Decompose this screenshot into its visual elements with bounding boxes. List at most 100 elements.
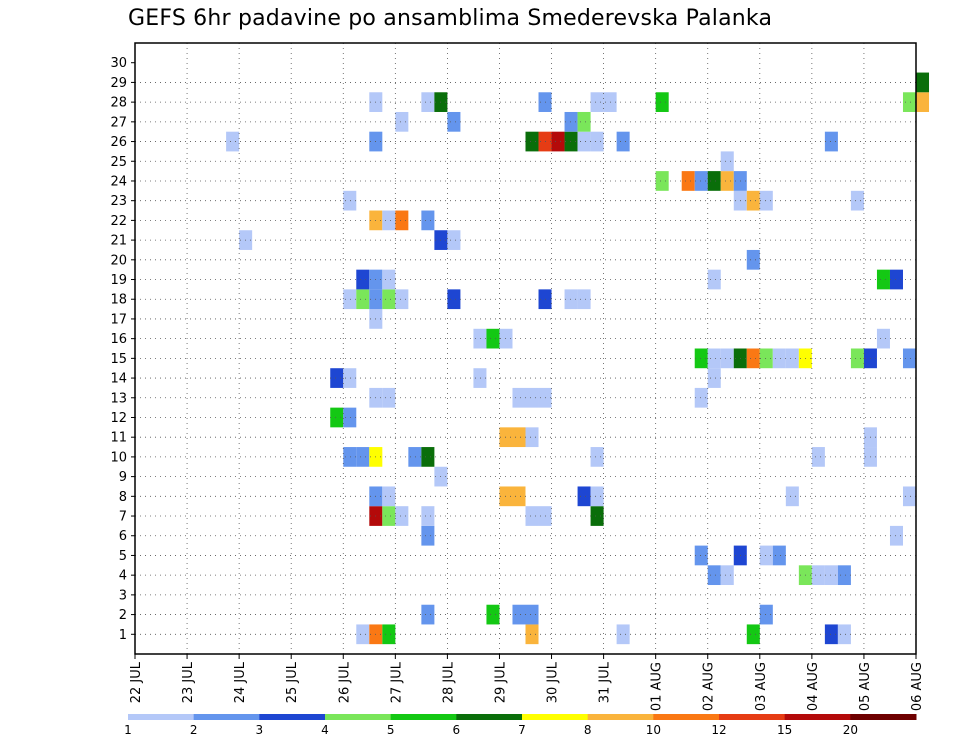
heatmap-cell [824, 624, 838, 645]
y-tick-label: 26 [110, 135, 127, 150]
heatmap-cell [694, 348, 708, 369]
y-tick-label: 19 [110, 273, 127, 288]
heatmap-cell [343, 190, 357, 211]
y-tick-label: 5 [119, 549, 127, 564]
y-tick-label: 16 [110, 332, 127, 347]
x-tick-label: 03 AUG [754, 662, 769, 711]
y-tick-label: 3 [119, 588, 127, 603]
heatmap-cell [746, 348, 760, 369]
heatmap-cell [590, 447, 604, 467]
heatmap-cell [616, 131, 630, 152]
heatmap-cell [720, 348, 734, 369]
heatmap-cell [447, 230, 461, 250]
heatmap-cell [356, 289, 370, 310]
heatmap-cell [486, 328, 500, 349]
colorbar-label: 6 [453, 723, 461, 737]
y-tick-label: 17 [110, 312, 127, 327]
y-tick-label: 14 [110, 372, 127, 387]
heatmap-cell [525, 131, 539, 152]
x-tick-label: 23 JUL [181, 661, 196, 703]
heatmap-cell [382, 506, 396, 526]
y-tick-label: 6 [119, 529, 127, 544]
x-tick-label: 29 JUL [493, 661, 508, 703]
plot-area-frame [134, 42, 917, 655]
heatmap-cell [824, 565, 838, 586]
heatmap-cell [564, 289, 578, 310]
heatmap-cell [720, 171, 734, 191]
heatmap-cell [876, 269, 890, 290]
heatmap-cell [356, 269, 370, 290]
y-tick-label: 1 [119, 628, 127, 643]
y-tick-label: 30 [110, 56, 127, 71]
heatmap-cell [486, 604, 500, 625]
y-tick-label: 15 [110, 352, 127, 367]
heatmap-cell [382, 289, 396, 310]
heatmap-cell [395, 506, 409, 526]
colorbar-swatch [522, 714, 589, 720]
y-tick-label: 25 [110, 155, 127, 170]
heatmap-cell [889, 525, 903, 546]
heatmap-cell [512, 387, 526, 408]
y-tick-label: 8 [119, 490, 127, 505]
heatmap-cell [772, 545, 786, 566]
heatmap-cell [447, 289, 461, 310]
heatmap-cell [590, 92, 604, 112]
colorbar-swatch [325, 714, 392, 720]
y-tick-label: 24 [110, 174, 127, 189]
heatmap-cell [655, 171, 669, 191]
y-tick-label: 29 [110, 76, 127, 91]
y-tick-label: 27 [110, 115, 127, 130]
grid-layer [135, 43, 916, 654]
colorbar-swatch [719, 714, 786, 720]
heatmap-cell [343, 289, 357, 310]
heatmap-cell [655, 92, 669, 112]
heatmap-cell [343, 368, 357, 388]
y-tick-label: 4 [119, 569, 127, 584]
heatmap-cell [681, 171, 695, 191]
colorbar-label: 2 [190, 723, 198, 737]
y-tick-label: 9 [119, 470, 127, 485]
x-tick-label: 24 JUL [233, 661, 248, 703]
heatmap-cell [590, 486, 604, 507]
x-tick-label: 05 AUG [858, 662, 873, 711]
colorbar-label: 5 [387, 723, 395, 737]
colorbar-swatch [390, 714, 457, 720]
colorbar-swatch [259, 714, 326, 720]
heatmap-cell [707, 368, 721, 388]
heatmap-cell [916, 92, 930, 112]
heatmap-cell [382, 269, 396, 290]
heatmap-cell [382, 210, 396, 231]
colorbar-swatch [653, 714, 720, 720]
heatmap-cell [577, 289, 591, 310]
x-tick-label: 25 JUL [285, 661, 300, 703]
heatmap-cell [564, 111, 578, 132]
heatmap-cell [343, 407, 357, 428]
heatmap-cell [395, 289, 409, 310]
heatmap-cell [707, 565, 721, 586]
colorbar-label: 8 [584, 723, 592, 737]
heatmap-cell [330, 368, 344, 388]
heatmap-cell [525, 604, 539, 625]
heatmap-cell [850, 348, 864, 369]
heatmap-cell [395, 210, 409, 231]
heatmap-cell [772, 348, 786, 369]
heatmap-cell [759, 604, 773, 625]
heatmap-cell [525, 624, 539, 645]
x-tick-label: 02 AUG [702, 662, 717, 711]
heatmap-cell [759, 348, 773, 369]
heatmap-cell [330, 407, 344, 428]
y-tick-label: 10 [110, 450, 127, 465]
y-tick-label: 22 [110, 214, 127, 229]
colorbar-label: 7 [518, 723, 526, 737]
heatmap-cell [785, 486, 799, 507]
heatmap-cell [343, 447, 357, 467]
heatmap-cell [577, 111, 591, 132]
heatmap-cell [850, 190, 864, 211]
heatmap-cell [746, 249, 760, 270]
heatmap-cell [811, 447, 825, 467]
x-tick-label: 01 AUG [650, 662, 665, 711]
x-tick-label: 30 JUL [546, 661, 561, 703]
heatmap-cell [382, 624, 396, 645]
colorbar-swatch [193, 714, 260, 720]
